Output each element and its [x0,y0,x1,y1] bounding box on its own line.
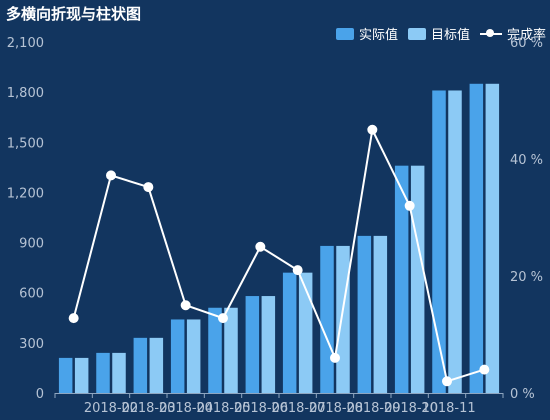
x-tick-label: 2018-11 [421,401,475,416]
bar-actual [96,352,110,393]
line-point-rate [292,265,303,276]
bar-target [112,352,126,393]
bar-target [149,337,164,393]
x-tick-label: 2018-07 [271,401,325,416]
bar-actual [208,307,222,393]
legend-swatch-actual [335,27,354,40]
bar-actual [58,357,73,393]
legend-item-target[interactable]: 目标值 [407,24,470,43]
bar-target [261,296,276,393]
y-right-tick-label: 0 % [510,387,535,402]
bar-target [224,307,238,393]
bar-actual [432,90,446,393]
y-left-tick-label: 0 [36,387,44,402]
axes-layer: 0 300 600 900 1,200 1,500 1,800 2,100 0 % 20 % 40 … [7,36,543,416]
x-tick-label: 2018-02 [84,401,138,416]
legend-swatch-rate [479,28,502,40]
line-point-rate [255,241,266,252]
y-left-tick-label: 600 [19,287,44,302]
y-left-tick-label: 2,100 [7,36,44,51]
bar-actual [469,83,484,394]
y-left-tick-label: 900 [19,237,44,252]
line-layer [68,124,490,387]
y-left-tick-label: 1,800 [7,86,44,101]
line-point-rate [143,182,154,193]
line-point-rate [442,376,452,387]
chart-legend: 实际值 目标值 完成率 [335,24,546,43]
line-point-rate [106,170,116,181]
line-point-rate [180,300,191,311]
line-point-rate [479,364,490,375]
bar-target [298,272,313,393]
line-point-rate [404,200,415,211]
y-right-tick-label: 20 % [510,270,543,285]
y-right-tick-label: 40 % [510,153,543,168]
bar-target [336,245,350,393]
bar-actual [357,235,372,393]
line-point-rate [367,124,378,135]
legend-label-target: 目标值 [430,28,470,43]
legend-label-actual: 实际值 [358,28,398,43]
bars-layer [58,83,500,394]
y-left-tick-label: 1,500 [7,136,44,151]
bar-target [410,165,425,393]
chart-title: 多横向折现与柱状图 [6,5,142,23]
bar-target [448,90,462,393]
x-tick-label: 2018-04 [159,401,213,416]
y-right-tick-label: 60 % [510,36,543,51]
x-tick-label: 2018-08 [309,401,363,416]
line-series-rate [72,126,485,383]
line-point-rate [68,313,79,324]
legend-label-rate: 完成率 [506,28,546,43]
legend-swatch-target [407,27,426,40]
legend-item-actual[interactable]: 实际值 [335,24,398,43]
y-left-tick-label: 1,200 [7,186,44,201]
x-tick-label: 2018-10 [384,401,438,416]
line-point-rate [218,313,228,324]
bar-target [485,83,500,394]
line-point-rate [330,352,340,363]
x-tick-label: 2018-09 [346,401,400,416]
x-tick-label: 2018-06 [234,401,288,416]
bar-actual [170,319,185,393]
bar-actual [320,245,334,393]
bar-actual [133,337,148,393]
y-left-tick-label: 300 [19,337,44,352]
bar-target [74,357,89,393]
x-tick-label: 2018-05 [196,401,250,416]
bar-actual [245,296,260,393]
bar-actual [394,165,409,393]
x-tick-label: 2018-03 [121,401,175,416]
bar-target [373,235,388,393]
bar-actual [282,272,297,393]
bar-target [186,319,201,393]
legend-item-rate[interactable]: 完成率 [479,24,546,43]
